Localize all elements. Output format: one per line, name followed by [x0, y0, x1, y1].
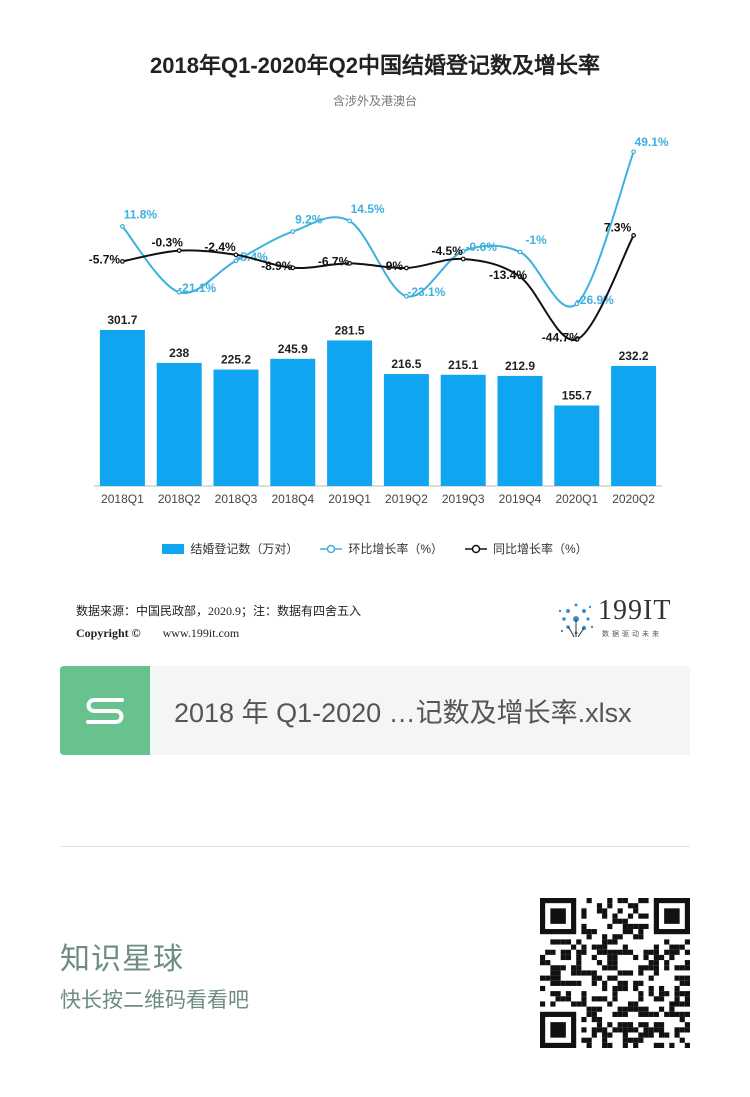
yoy-point	[176, 248, 182, 254]
bar-label: 155.7	[562, 388, 592, 402]
qoq-label: -21.1%	[178, 281, 216, 295]
qoq-point	[404, 293, 409, 299]
bar-label: 301.7	[107, 313, 137, 327]
yoy-label: -44.7%	[542, 330, 580, 344]
planet-title: 知识星球	[60, 943, 184, 976]
yoy-label: -9%	[382, 259, 404, 273]
s-file-icon	[60, 666, 150, 755]
divider	[60, 846, 690, 847]
logo-tagline: 数据驱动未来	[602, 631, 662, 638]
bar	[440, 374, 486, 486]
qoq-line	[121, 151, 635, 308]
yoy-label: -4.5%	[432, 244, 464, 258]
source-block: 数据来源：中国民政部，2020.9；注：数据有四舍五入 Copyright © w…	[76, 600, 361, 644]
x-tick-label: 2019Q2	[385, 492, 428, 506]
legend-bar-swatch	[162, 543, 185, 554]
bar-label: 215.1	[448, 358, 478, 372]
source-text: 数据来源：中国民政部，2020.9；注：数据有四舍五入	[76, 604, 362, 618]
bar	[270, 358, 316, 486]
yoy-label: -5.7%	[89, 252, 121, 266]
bar-label: 238	[169, 346, 189, 360]
yoy-label: -0.3%	[152, 236, 184, 250]
yoy-point	[233, 252, 239, 258]
bar-label: 216.5	[391, 357, 421, 371]
legend-item-qoq: 环比增长率（%）	[320, 540, 443, 557]
qr-code-icon[interactable]	[540, 898, 690, 1048]
bar	[213, 369, 259, 486]
legend-item-yoy: 同比增长率（%）	[465, 540, 588, 557]
x-tick-label: 2019Q4	[499, 492, 542, 506]
x-tick-label: 2020Q2	[612, 492, 655, 506]
yoy-point	[574, 337, 580, 342]
qoq-label: 9.2%	[295, 213, 323, 227]
bar	[497, 375, 543, 486]
x-tick-label: 2018Q3	[215, 492, 258, 506]
qoq-label: 14.5%	[351, 202, 385, 216]
yoy-point	[517, 274, 523, 280]
copyright-label: Copyright ©	[76, 626, 141, 640]
file-card[interactable]: 2018 年 Q1-2020 …记数及增长率.xlsx	[60, 666, 690, 755]
legend-item-bars: 结婚登记数（万对）	[162, 540, 298, 557]
bar	[156, 362, 202, 486]
x-tick-label: 2018Q1	[101, 492, 144, 506]
source-url[interactable]: www.199it.com	[162, 626, 240, 640]
yoy-point	[290, 265, 296, 271]
yoy-label: -8.9%	[261, 259, 293, 273]
legend-qoq-line	[320, 544, 343, 553]
bar	[327, 340, 373, 486]
qoq-point	[574, 301, 580, 307]
logo-burst-icon	[558, 603, 594, 638]
bar	[383, 374, 429, 486]
qoq-point	[631, 149, 636, 155]
yoy-label: -13.4%	[489, 268, 527, 282]
chart-subtitle: 含涉外及港澳台	[332, 94, 417, 108]
qoq-label: 11.8%	[124, 207, 158, 221]
yoy-line	[122, 234, 635, 341]
yoy-point	[347, 261, 353, 266]
yoy-point	[119, 259, 125, 264]
qoq-label: -1%	[525, 233, 547, 247]
bar-label: 281.5	[335, 323, 365, 337]
qoq-point	[517, 249, 523, 255]
qoq-label: 49.1%	[635, 135, 669, 149]
file-name: 2018 年 Q1-2020 …记数及增长率.xlsx	[174, 698, 632, 728]
bar	[611, 365, 657, 486]
legend-yoy-line	[465, 544, 487, 553]
chart: 301.7 2018Q1 238 2018Q2 225.2 2018Q3 245.9 2018…	[89, 135, 669, 506]
x-tick-label: 2020Q1	[555, 492, 598, 506]
planet-subtitle: 快长按二维码看看吧	[60, 989, 249, 1012]
legend-label-qoq: 环比增长率（%）	[348, 542, 443, 556]
bar-label: 225.2	[221, 353, 251, 367]
x-tick-label: 2018Q2	[158, 492, 201, 506]
chart-title: 2018年Q1-2020年Q2中国结婚登记数及增长率	[150, 53, 600, 78]
yoy-label: -2.4%	[204, 240, 236, 254]
yoy-point	[631, 232, 636, 238]
yoy-label: 7.3%	[604, 220, 632, 234]
bar	[99, 330, 145, 486]
yoy-point	[460, 256, 466, 262]
bar-label: 245.9	[278, 342, 308, 356]
logo-text: 199IT	[598, 595, 672, 626]
yoy-point	[404, 265, 409, 271]
qoq-label: -26.9%	[576, 293, 614, 307]
qoq-point	[460, 248, 466, 254]
logo-199it: 199IT 数据驱动未来	[554, 595, 694, 643]
legend-label-bars: 结婚登记数（万对）	[190, 542, 299, 556]
legend: 结婚登记数（万对） 环比增长率（%） 同比增长率（%）	[0, 540, 750, 557]
qoq-point	[176, 289, 182, 295]
legend-label-yoy: 同比增长率（%）	[493, 542, 588, 556]
qoq-label: -23.1%	[407, 285, 445, 299]
bar	[554, 405, 600, 486]
x-tick-label: 2018Q4	[271, 492, 314, 506]
yoy-label: -6.7%	[318, 254, 350, 268]
qoq-label: -0.6%	[466, 240, 498, 254]
qoq-point	[233, 258, 239, 264]
x-tick-label: 2019Q3	[442, 492, 485, 506]
x-tick-label: 2019Q1	[328, 492, 371, 506]
qoq-point	[119, 223, 125, 229]
qoq-point	[347, 218, 353, 224]
qoq-point	[290, 229, 296, 235]
bar-label: 212.9	[505, 359, 535, 373]
bar-label: 232.2	[619, 349, 649, 363]
